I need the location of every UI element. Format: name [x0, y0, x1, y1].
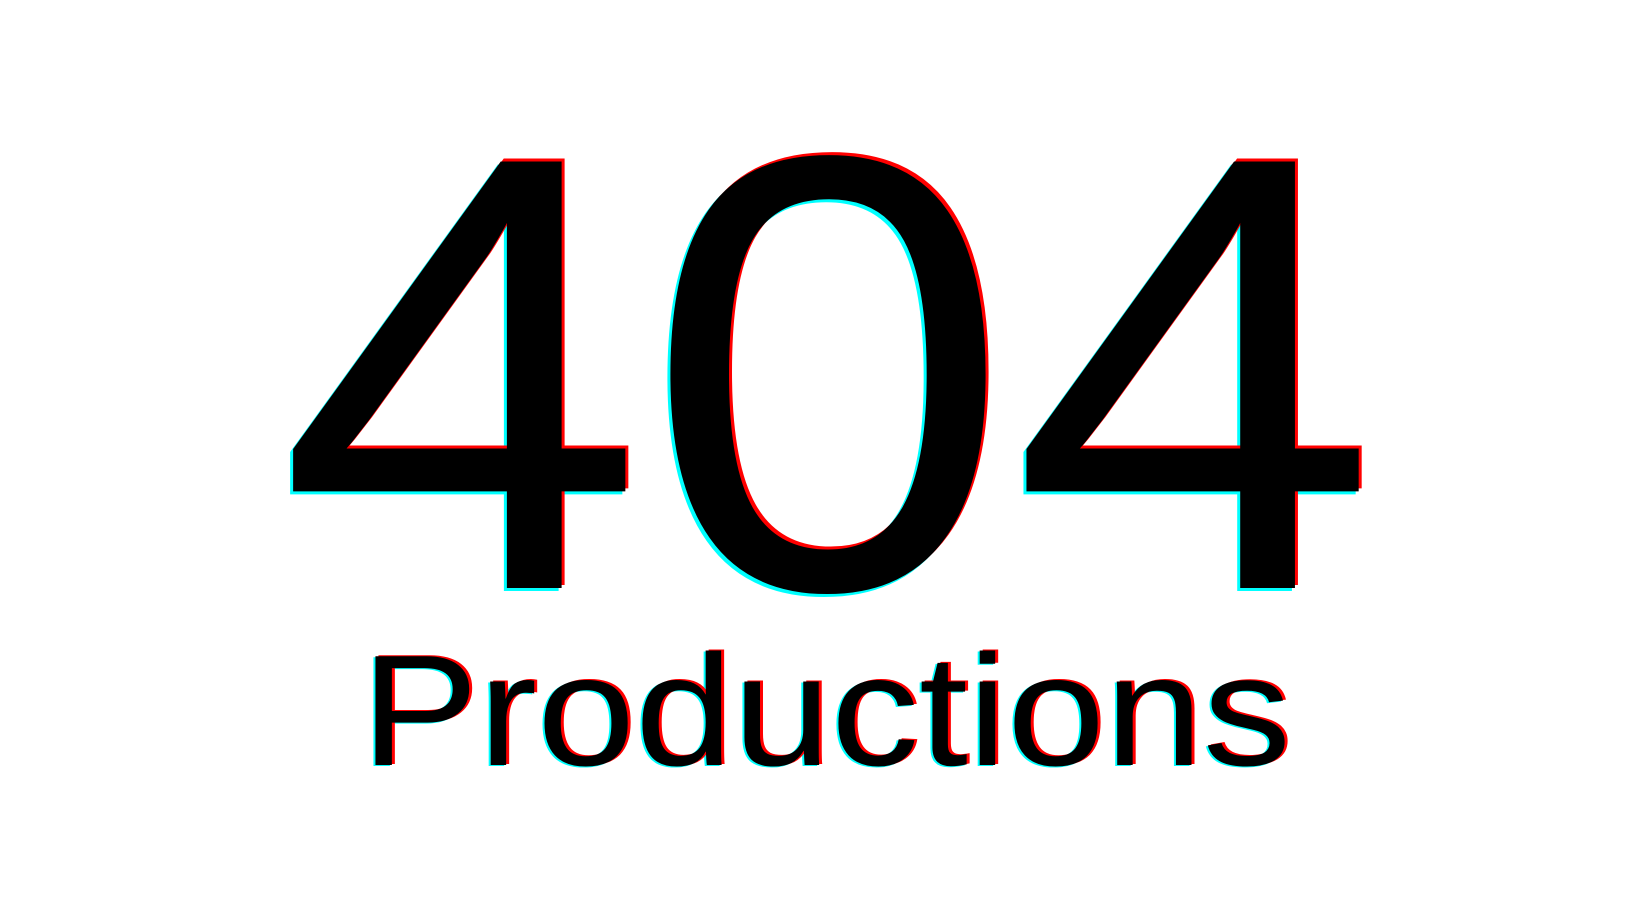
- logo-code-text: 404: [278, 28, 1378, 720]
- logo-word-cyan-shadow: Productions: [359, 624, 1289, 800]
- logo-code-red-shadow: 404: [281, 25, 1381, 717]
- logo-word-red-shadow: Productions: [364, 622, 1294, 798]
- logo-word-group: Productions Productions Productions: [359, 622, 1294, 800]
- logo-word-text: Productions: [361, 623, 1291, 799]
- logo-code-group: 404 404 404: [275, 25, 1381, 723]
- logo-code-cyan-shadow: 404: [275, 31, 1375, 723]
